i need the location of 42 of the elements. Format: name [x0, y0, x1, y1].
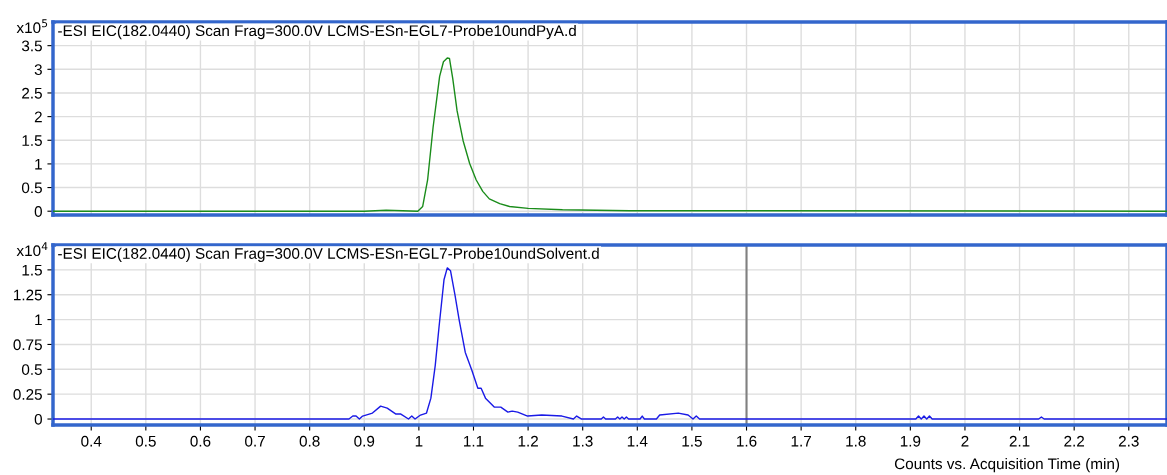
y-tick-label: 1	[35, 314, 42, 326]
y-tick-label: 1	[35, 158, 42, 170]
x-tick-label: 2	[961, 435, 969, 447]
x-tick-label: 1.1	[464, 435, 484, 447]
y-axis-title: x10$^{5}$	[16, 19, 48, 34]
y-tick-label: 1.5	[22, 264, 42, 276]
y-tick-label: 0.25	[13, 389, 42, 400]
y-axis-title: x10$^{4}$	[16, 242, 48, 257]
x-tick-label: 2.2	[1064, 435, 1085, 447]
y-tick-label: 2.5	[22, 87, 42, 99]
x-tick-label: 2.1	[1009, 435, 1030, 447]
x-axis-title: Counts vs. Acquisition Time (min)	[894, 458, 1120, 473]
x-tick-label: 1	[415, 435, 423, 447]
x-tick-label: 0.8	[299, 435, 320, 447]
x-tick-label: 1.8	[846, 435, 866, 447]
chart-title: -ESI EIC(182.0440) Scan Frag=300.0V LCMS-ESn-EGL7-Probe10undPyA.d	[58, 24, 576, 40]
x-tick-label: 1.2	[518, 435, 538, 447]
x-tick-label: 1.3	[573, 435, 593, 447]
y-tick-label: 0.5	[21, 364, 42, 375]
y-tick-label: 3	[34, 64, 42, 75]
y-tick-label: 0	[34, 206, 42, 217]
x-tick-label: 0.9	[354, 435, 375, 447]
line-series	[53, 267, 1167, 420]
y-tick-label: 0.5	[21, 182, 42, 194]
x-tick-label: 1.4	[627, 435, 648, 447]
x-tick-label: 1.6	[737, 435, 757, 447]
y-tick-label: 1.25	[14, 289, 42, 301]
y-tick-label: 3.5	[21, 40, 42, 52]
x-tick-label: 1.5	[682, 435, 702, 447]
y-tick-label: 0	[34, 413, 42, 425]
y-tick-label: 1.5	[22, 135, 42, 146]
x-tick-label: 0.5	[135, 435, 156, 447]
x-tick-label: 2.3	[1118, 435, 1139, 447]
x-tick-label: 0.4	[81, 435, 102, 447]
x-tick-label: 0.6	[190, 435, 211, 447]
chart-title: -ESI EIC(182.0440) Scan Frag=300.0V LCMS-ESn-EGL7-Probe10undSolvent.d	[58, 247, 599, 262]
y-tick-label: 0.75	[13, 339, 42, 351]
x-tick-label: 1.9	[900, 435, 921, 447]
x-tick-label: 1.7	[791, 435, 811, 447]
x-tick-label: 0.7	[245, 435, 265, 447]
line-series	[53, 57, 1167, 212]
y-tick-label: 2	[34, 111, 42, 123]
